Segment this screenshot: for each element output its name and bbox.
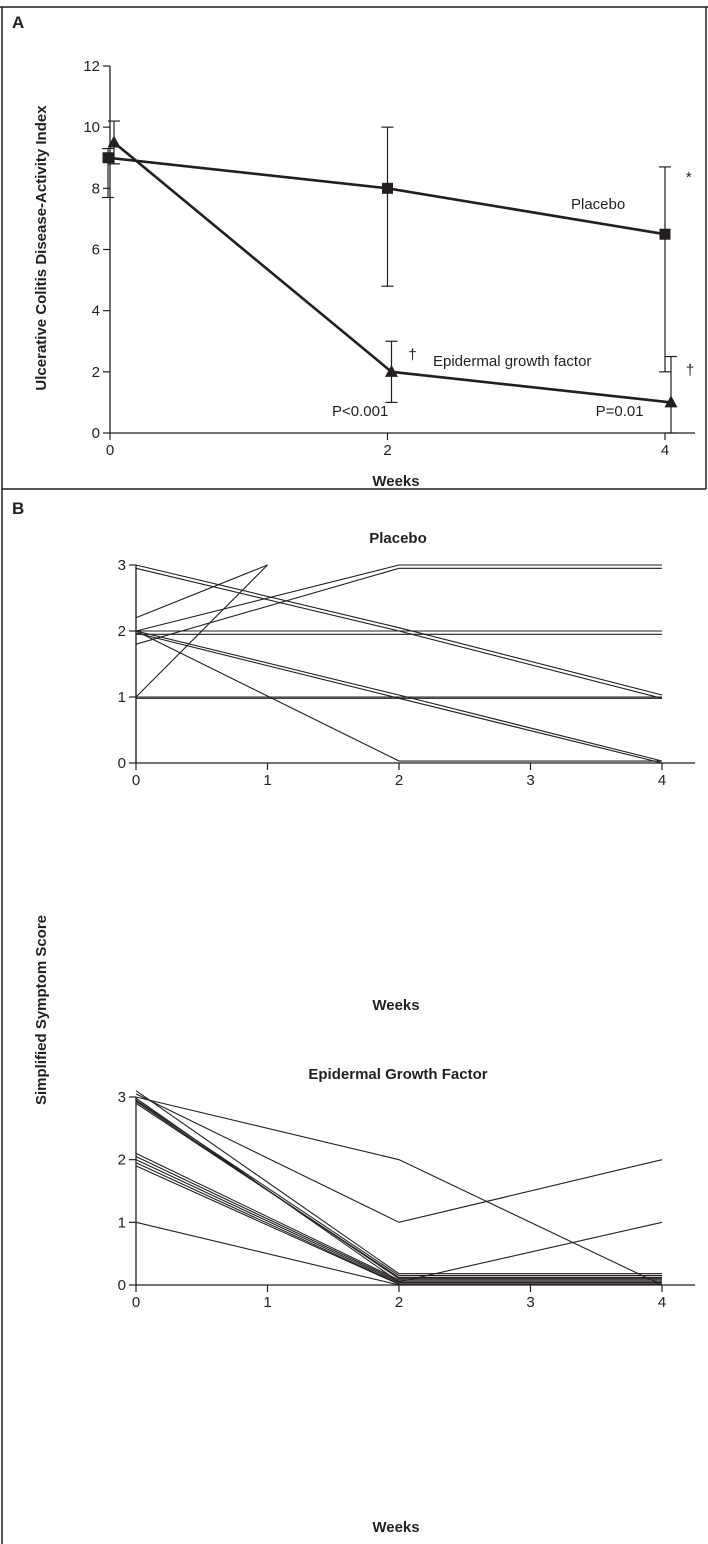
placebo-subplot-x-tick-label: 4 — [658, 772, 666, 789]
egf-subplot-patient-line — [135, 1090, 662, 1275]
egf-subplot-patient-line — [135, 1152, 662, 1281]
panel-b-ylabel: Simplified Symptom Score — [33, 915, 50, 1105]
egf-point — [107, 135, 121, 148]
panel-a-y-tick-label: 6 — [92, 242, 100, 259]
placebo-subplot-x-tick-label: 2 — [395, 772, 403, 789]
annotation: † — [408, 347, 416, 364]
placebo-subplot-patient-line — [135, 564, 268, 619]
panel-b-letter: B — [12, 499, 24, 518]
placebo-subplot-patient-line — [135, 564, 663, 696]
placebo-subplot-x-tick-label: 0 — [132, 772, 140, 789]
egf-subplot-patient-line — [135, 1165, 662, 1285]
panel-a-letter: A — [12, 13, 24, 32]
egf-subplot-x-tick-label: 3 — [526, 1294, 534, 1311]
egf-subplot-patient-line — [135, 1097, 663, 1283]
egf-subplot-x-tick-label: 4 — [658, 1294, 666, 1311]
panel-a-x-tick-label: 2 — [383, 442, 391, 459]
placebo-subplot-patient-line — [135, 567, 662, 645]
placebo-subplot-y-tick-label: 2 — [118, 623, 126, 640]
panel-a-ticks: 0 2 4 6 8 10 12 0 2 4 — [83, 58, 669, 459]
placebo-subplot-ticks: 0 1 2 3 0 1 2 3 4 — [118, 557, 667, 789]
panel-a-series — [102, 120, 678, 434]
egf-subplot-x-tick-label: 1 — [263, 1294, 271, 1311]
egf-subplot-patient-line — [135, 1096, 663, 1286]
egf-subplot-patient-line — [135, 1221, 662, 1286]
annotation: † — [686, 362, 694, 379]
panel-a-annotations: * † † P<0.001 P=0.01 — [332, 169, 694, 420]
annotation: P=0.01 — [596, 403, 644, 420]
placebo-subplot-title: Placebo — [369, 530, 427, 547]
panel-a-y-tick-label: 0 — [92, 425, 100, 442]
panel-a-y-tick-label: 2 — [92, 364, 100, 381]
placebo-subplot-y-tick-label: 3 — [118, 557, 126, 574]
placebo-point — [382, 182, 393, 194]
egf-subplot-y-tick-label: 3 — [118, 1089, 126, 1106]
egf-subplot-lines — [135, 1090, 663, 1286]
panel-a-x-tick-label: 0 — [106, 442, 114, 459]
placebo-subplot-patient-line — [135, 567, 663, 699]
egf-subplot-patient-line — [135, 1099, 662, 1277]
panel-a-x-tick-label: 4 — [661, 442, 669, 459]
egf-subplot-patient-line — [135, 1100, 662, 1280]
placebo-subplot-x-tick-label: 1 — [263, 772, 271, 789]
placebo-subplot-y-tick-label: 0 — [118, 755, 126, 772]
egf-subplot-patient-line — [135, 1156, 662, 1282]
annotation: * — [686, 169, 692, 186]
panel-a-y-tick-label: 8 — [92, 180, 100, 197]
panel-a: A Ulcerative Colitis Disease-Activity In… — [12, 13, 695, 490]
egf-subplot-axes — [135, 1097, 695, 1286]
panel-a-y-tick-label: 4 — [92, 303, 100, 320]
placebo-subplot-patient-line — [135, 630, 662, 762]
placebo-subplot-lines — [135, 564, 663, 764]
egf-subplot-x-tick-label: 0 — [132, 1294, 140, 1311]
egf-subplot-patient-line — [135, 1162, 662, 1285]
placebo-point — [102, 152, 114, 164]
egf-point — [385, 364, 398, 377]
egf-subplot-title: Epidermal Growth Factor — [308, 1066, 487, 1083]
series-label-placebo: Placebo — [571, 196, 625, 213]
panel-a-y-tick-label: 12 — [83, 58, 100, 75]
series-label-egf: Epidermal growth factor — [433, 353, 591, 370]
placebo-subplot-x-tick-label: 3 — [526, 772, 534, 789]
egf-subplot-y-tick-label: 0 — [118, 1277, 126, 1294]
placebo-subplot-patient-line — [135, 564, 662, 632]
placebo-subplot-y-tick-label: 1 — [118, 689, 126, 706]
egf-subplot-xlabel: Weeks — [372, 1519, 419, 1536]
placebo-subplot-patient-line — [135, 630, 663, 762]
egf-point — [664, 395, 678, 408]
panel-a-axes — [109, 66, 695, 434]
figure-frame — [0, 6, 708, 1544]
placebo-subplot-axes — [135, 565, 695, 764]
annotation: P<0.001 — [332, 403, 388, 420]
placebo-point — [659, 228, 671, 240]
panel-b: B Simplified Symptom Score Placebo Weeks… — [12, 499, 695, 1536]
panel-a-xlabel: Weeks — [372, 473, 419, 490]
egf-subplot-patient-line — [135, 1093, 663, 1223]
egf-subplot-y-tick-label: 2 — [118, 1152, 126, 1169]
egf-subplot-ticks: 0 1 2 3 0 1 2 3 4 — [118, 1089, 667, 1311]
egf-subplot-patient-line — [135, 1102, 662, 1279]
panel-a-ylabel: Ulcerative Colitis Disease-Activity Inde… — [33, 105, 50, 391]
panel-a-y-tick-label: 10 — [83, 119, 100, 136]
egf-subplot-patient-line — [135, 1159, 662, 1284]
placebo-subplot-xlabel: Weeks — [372, 997, 419, 1014]
egf-subplot-x-tick-label: 2 — [395, 1294, 403, 1311]
egf-subplot-y-tick-label: 1 — [118, 1214, 126, 1231]
